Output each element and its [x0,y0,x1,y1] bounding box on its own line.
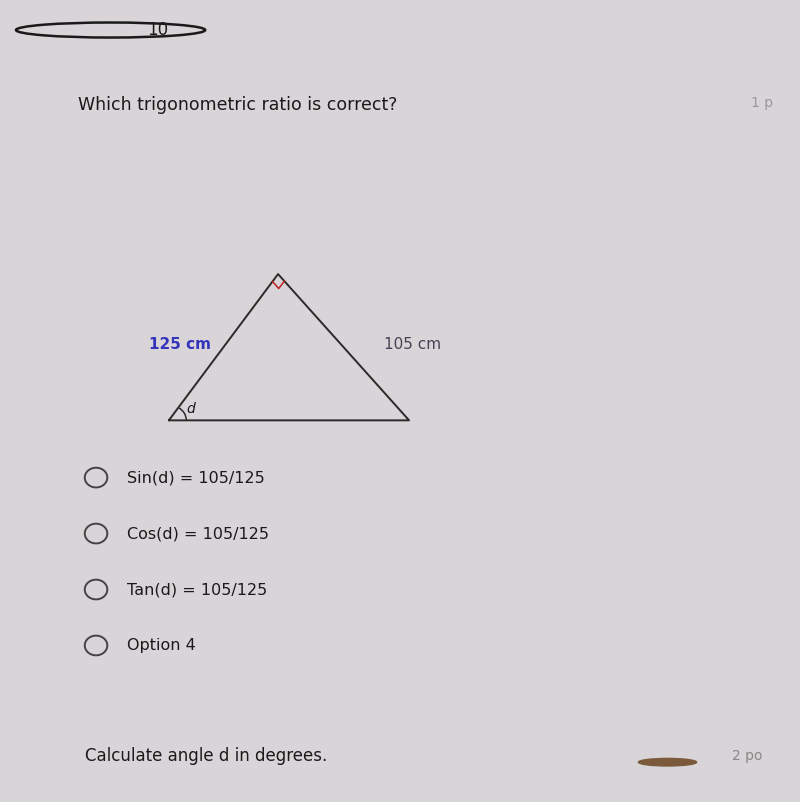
Text: Sin(d) = 105/125: Sin(d) = 105/125 [126,470,264,485]
Text: 1 p: 1 p [751,96,773,110]
Text: Tan(d) = 105/125: Tan(d) = 105/125 [126,582,267,597]
Text: Option 4: Option 4 [126,638,195,653]
Circle shape [638,759,697,766]
Text: 125 cm: 125 cm [149,337,210,351]
Text: Calculate angle d in degrees.: Calculate angle d in degrees. [85,747,327,764]
Text: Cos(d) = 105/125: Cos(d) = 105/125 [126,526,269,541]
Text: Which trigonometric ratio is correct?: Which trigonometric ratio is correct? [78,96,398,114]
Text: 2 po: 2 po [732,748,762,763]
Text: 10: 10 [147,21,168,39]
Text: 105 cm: 105 cm [384,337,441,351]
Text: d: d [186,402,195,416]
